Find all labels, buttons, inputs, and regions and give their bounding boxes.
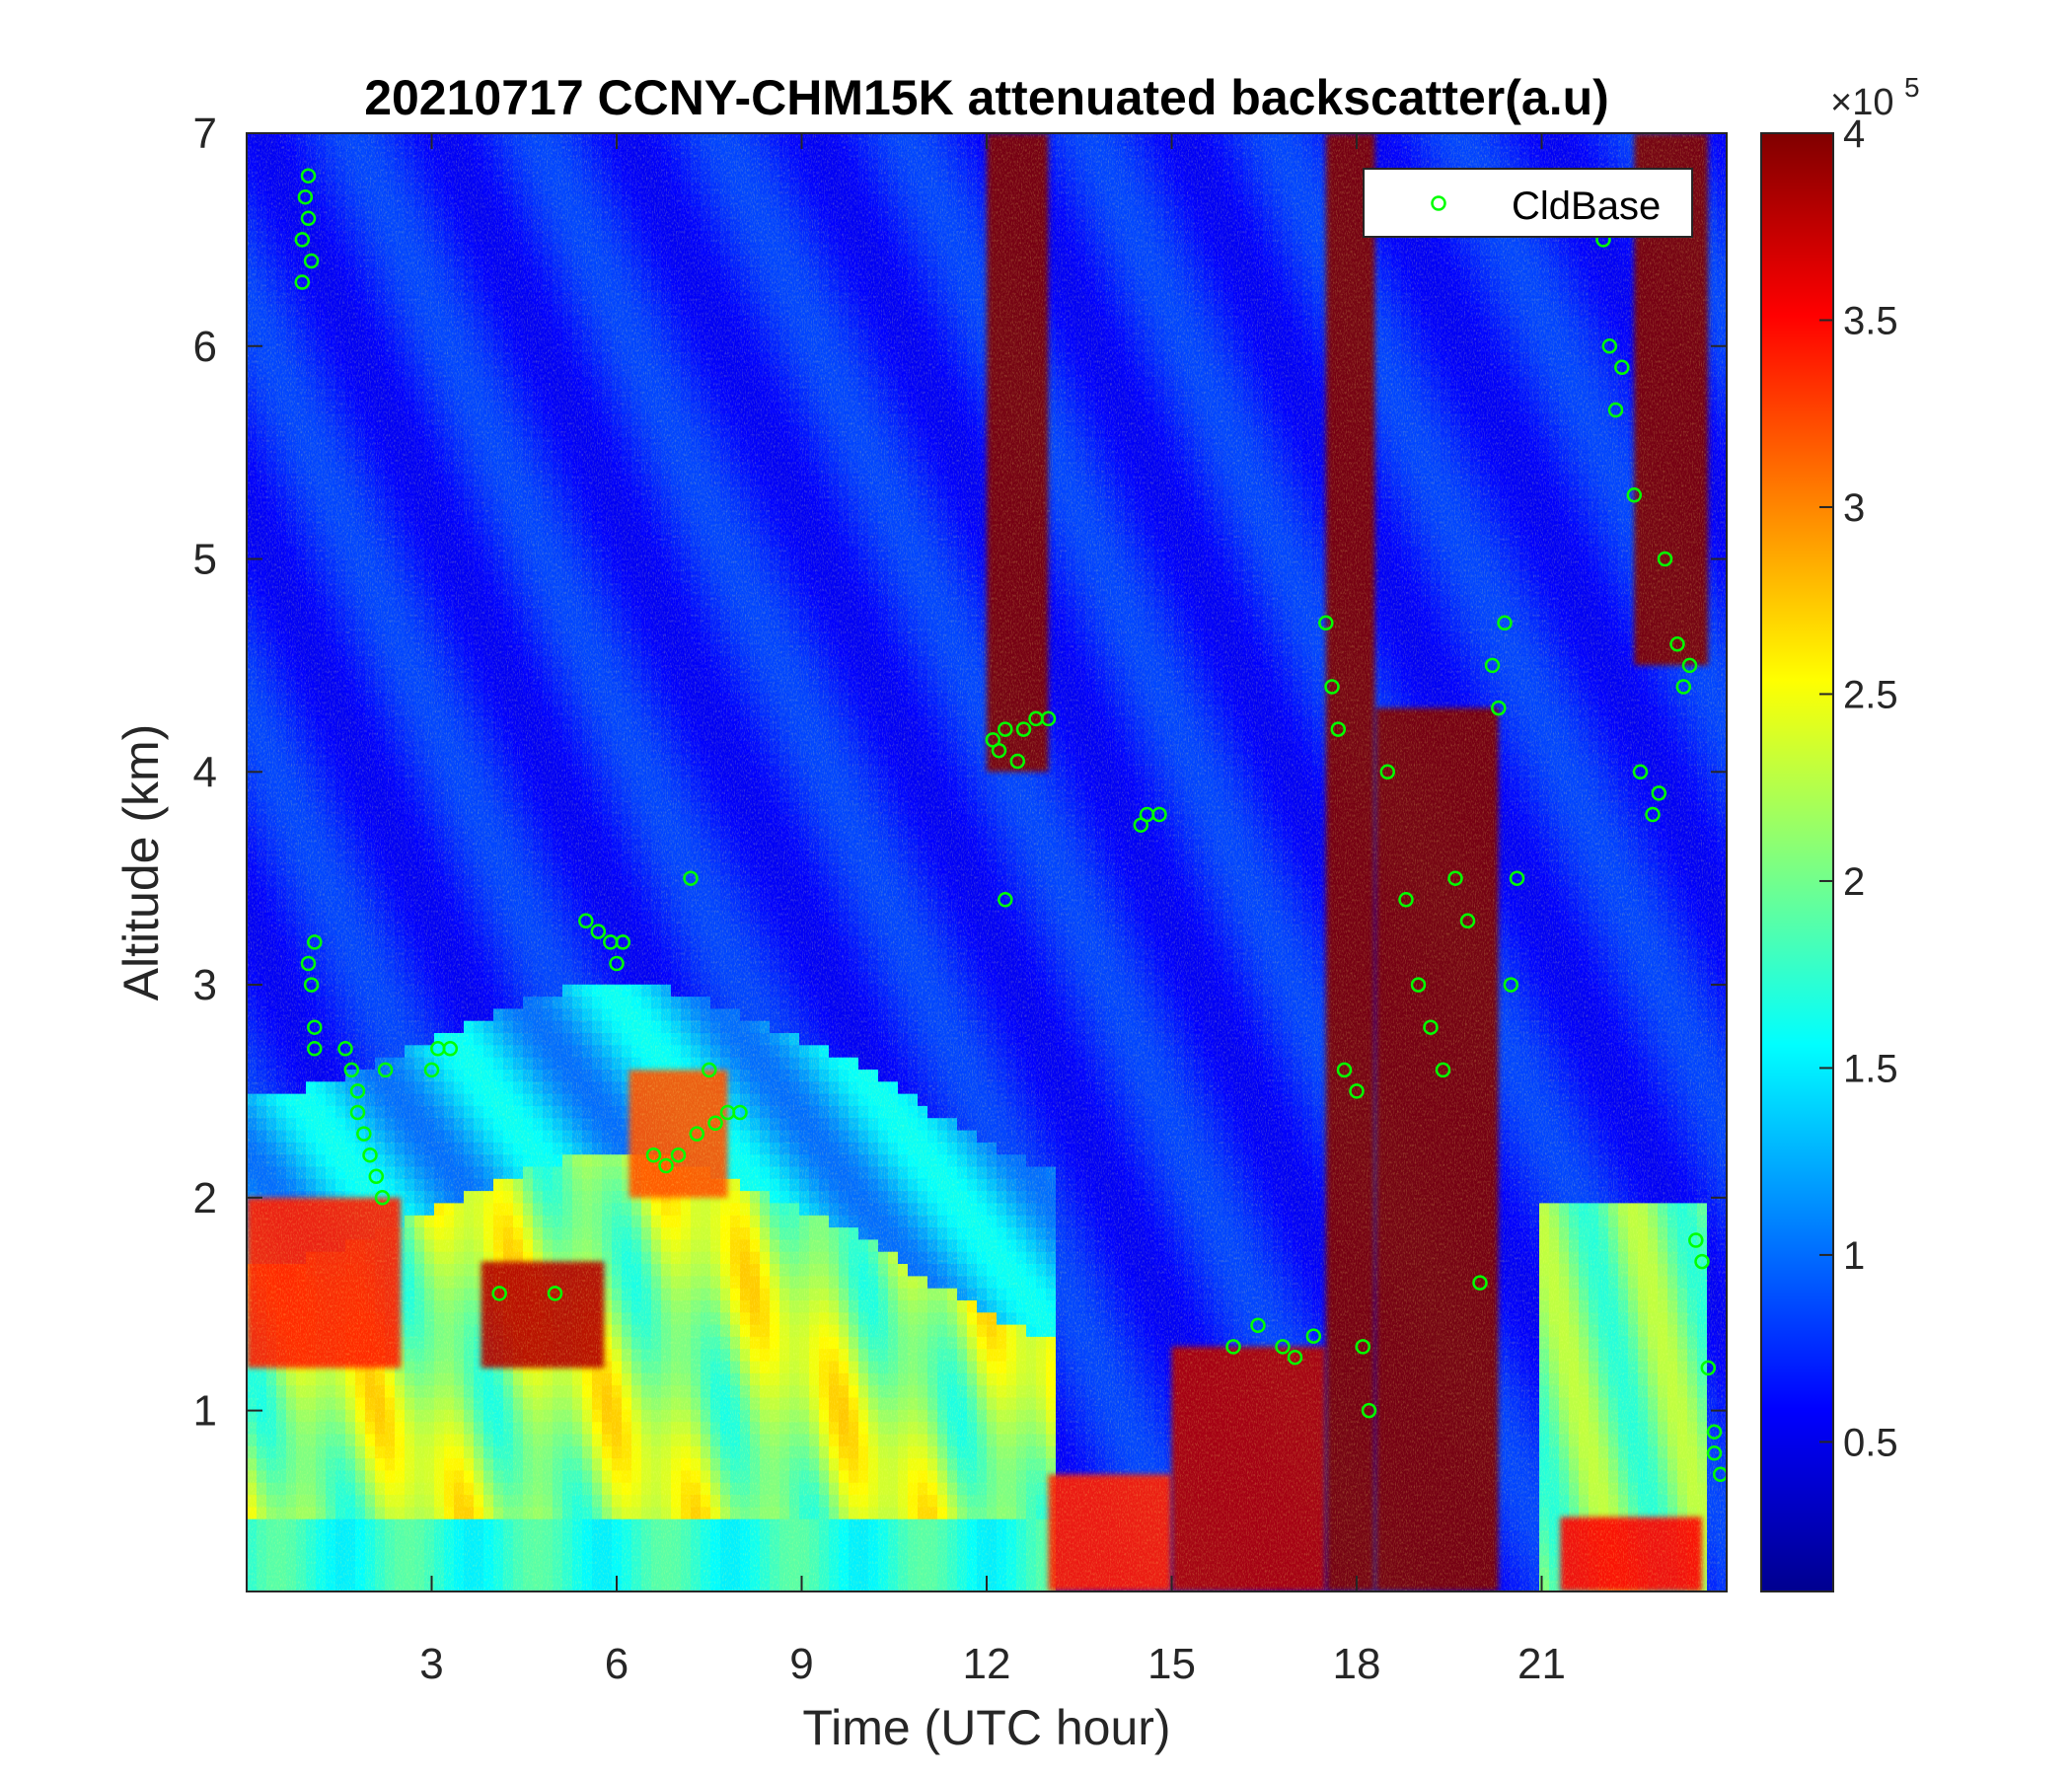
plot-area <box>247 133 1727 1591</box>
chart-title: 20210717 CCNY-CHM15K attenuated backscat… <box>364 70 1609 125</box>
